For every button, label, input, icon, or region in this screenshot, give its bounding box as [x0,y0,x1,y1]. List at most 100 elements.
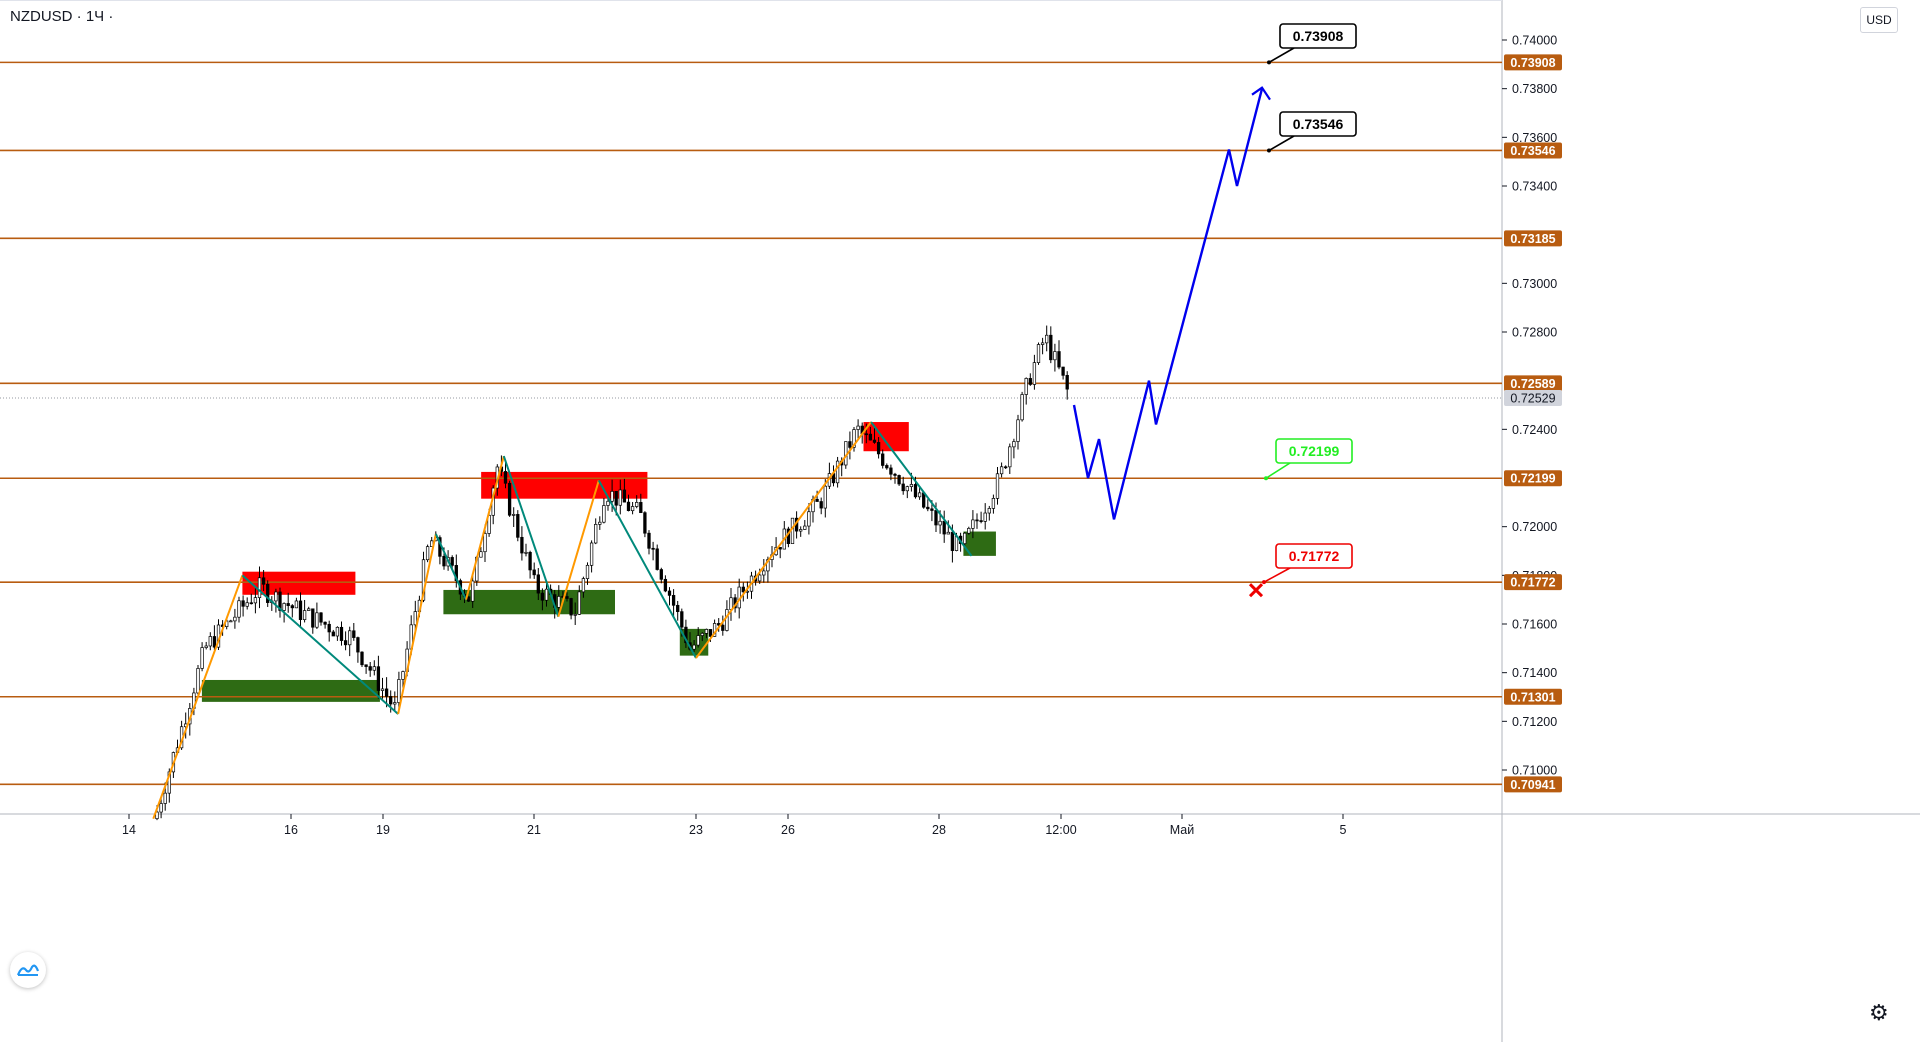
gear-icon[interactable]: ⚙ [1869,1001,1889,1026]
candle-body [721,624,725,631]
candle-body [639,502,643,514]
candle-body [512,514,516,516]
zigzag-up-segment [152,574,244,820]
tradingview-logo-icon[interactable] [10,952,46,988]
candle-body [302,610,307,620]
candle-body [261,577,266,585]
candle-body [298,600,303,620]
candle-body [290,605,294,609]
candle-body [979,520,983,522]
candle-body [163,792,167,804]
candle-body [680,611,684,628]
candle-body [212,636,217,648]
candle-body [762,570,766,576]
candle-body [1049,334,1053,361]
candle-body [708,629,713,637]
candle-body [926,506,930,510]
candle-body [655,548,659,570]
callout-box [1279,23,1357,49]
candle-body [565,596,569,599]
candle-body [987,508,991,514]
price-axis-ticks: 0.74000 0.73800 0.73600 0.73400 0.73000 0.728… [1502,34,1557,777]
price-tick-label: 0.73600 [1512,131,1557,145]
candle-body [589,542,594,566]
price-tick-label: 0.72800 [1512,325,1557,339]
price-level-label: 0.71301 [1510,690,1555,704]
price-level-badge [1504,230,1562,247]
candle-body [528,551,532,571]
price-level-label: 0.73185 [1510,232,1555,246]
price-tick-label: 0.72000 [1512,520,1557,534]
candle-body [917,492,922,498]
time-tick-label: 16 [284,823,298,837]
candle-body [803,525,807,530]
zigzag-down-segment [870,421,973,557]
zigzag-down-segment [241,574,399,715]
target-callout-label: 0.73908 [1293,28,1344,44]
support-zone [443,589,615,615]
time-tick-label: 19 [376,823,390,837]
candle-body [889,467,893,475]
candle-body [819,501,823,509]
candle-body [159,803,163,813]
price-tick-label: 0.73000 [1512,277,1557,291]
candle-body [909,484,914,488]
price-tick-label: 0.71000 [1512,763,1557,777]
candle-body [663,578,668,592]
zigzag-up-segment [397,533,437,715]
candle-body [1032,362,1037,385]
candle-body [311,608,315,628]
candle-body [606,500,610,506]
candle-body [1045,334,1049,344]
price-tick-label: 0.73400 [1512,179,1557,193]
candle-body [200,647,204,669]
candle-body [602,505,606,523]
candle-body [196,668,200,694]
price-level-label: 0.73908 [1510,56,1555,70]
candle-body [257,577,262,598]
candle-body [536,574,540,594]
price-level-label: 0.70941 [1510,778,1555,792]
price-level-badge [1504,54,1562,71]
candle-body [282,603,286,611]
candle-body [815,498,819,502]
candle-body [905,486,909,492]
candle-body [799,529,803,532]
candle-body [524,551,528,554]
price-tick-label: 0.71400 [1512,666,1557,680]
candle-body [450,557,454,566]
callout-box [1275,438,1353,464]
price-level-badge [1504,142,1562,159]
time-tick-label: 12:00 [1045,823,1076,837]
candle-body [389,696,393,705]
candle-body [520,536,524,554]
forecast-arrowhead [1251,86,1271,101]
candle-body [516,514,520,538]
symbol-title[interactable]: NZDUSD · 1Ч · [10,8,113,25]
candle-body [594,524,598,544]
candle-body [967,528,971,534]
candle-body [585,564,590,579]
forecast-path [1072,88,1264,520]
candle-body [581,578,586,593]
currency-button[interactable]: USD [1860,7,1898,33]
price-level-label: 0.73546 [1510,144,1555,158]
candle-body [466,596,471,602]
price-tick-label: 0.73800 [1512,82,1557,96]
candle-body [696,635,700,646]
candle-body [758,574,762,582]
candle-body [930,508,934,511]
candle-body [319,612,323,623]
candle-body [331,631,335,637]
candle-body [384,688,389,697]
candle-body [393,702,397,705]
candle-body [442,555,446,567]
candle-body [835,460,840,484]
candle-body [557,596,561,608]
interval-label: 1Ч [85,8,105,25]
candle-body [676,604,680,612]
candle-body [573,614,577,616]
current-price-badge [1504,389,1562,406]
candle-body [1061,366,1065,376]
